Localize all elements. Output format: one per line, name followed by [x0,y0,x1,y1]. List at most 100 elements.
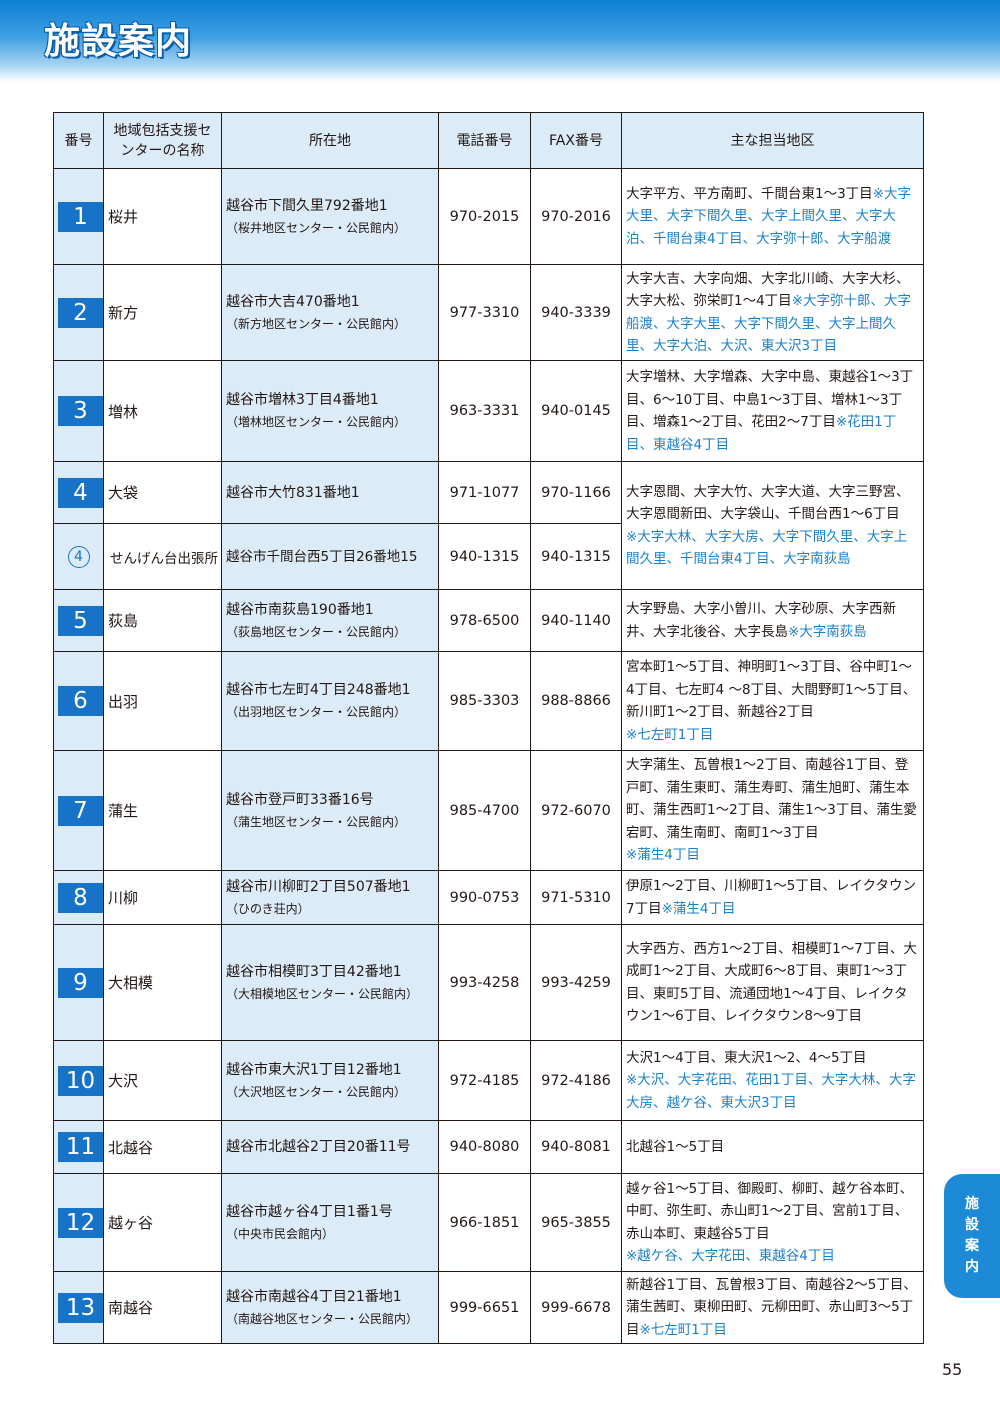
area-text: 大字恩間、大字大竹、大字大道、大字三野宮、大字恩間新田、大字袋山、千間台西1～6… [626,483,910,523]
tel-number: 970-2015 [438,168,531,265]
area-cell: 宮本町1～5丁目、神明町1～3丁目、谷中町1～4丁目、七左町4 ～8丁目、大間野… [621,651,924,751]
row-number-badge: 6 [58,686,103,716]
area-note: ※蒲生4丁目 [661,900,736,917]
header-tel: 電話番号 [438,112,531,169]
facility-location: （桜井地区センター・公民館内） [226,220,407,235]
row-number-badge: 12 [58,1207,103,1238]
fax-number: 965-3855 [530,1173,622,1272]
tel-number: 963-3331 [438,360,531,462]
address-cell: 越谷市大吉470番地1 （新方地区センター・公民館内） [221,264,439,361]
row-number-cell: 1 [53,168,104,265]
fax-number: 940-1315 [530,523,622,590]
area-text: 大字平方、平方南町、千間台東1～3丁目 [626,185,873,202]
fax-number: 970-1166 [530,461,622,524]
address: 越谷市登戸町33番16号 [226,791,374,808]
header-band [0,0,1000,82]
address: 越谷市相模町3丁目42番地1 [226,963,402,980]
area-text: 宮本町1～5丁目、神明町1～3丁目、谷中町1～4丁目、七左町4 ～8丁目、大間野… [626,659,917,720]
row-number-cell: 3 [53,360,104,462]
area-cell: 大字増林、大字増森、大字中島、東越谷1～3丁目、6～10丁目、中島1～3丁目、増… [621,360,924,462]
table-row: 1 桜井 越谷市下間久里792番地1 （桜井地区センター・公民館内） 970-20… [53,168,924,265]
tel-number: 985-4700 [438,750,531,871]
table-row: 10 大沢 越谷市東大沢1丁目12番地1 （大沢地区センター・公民館内） 972-… [53,1040,924,1121]
table-row: 13 南越谷 越谷市南越谷4丁目21番地1 （南越谷地区センター・公民館内） 99… [53,1271,924,1344]
address-cell: 越谷市東大沢1丁目12番地1 （大沢地区センター・公民館内） [221,1040,439,1121]
area-note: ※大字弥十郎、大字船渡、大字大里、大字下間久里、大字上間久里、大字大泊、大沢、東… [626,293,911,354]
fax-number: 940-1140 [530,589,622,652]
facility-location: （中央市民会館内） [226,1226,335,1241]
address-cell: 越谷市北越谷2丁目20番11号 [221,1120,439,1174]
area-text: 大字大吉、大字向畑、大字北川崎、大字大杉、大字大松、弥栄町1～4丁目 [626,270,910,310]
table-row: 4 大袋 越谷市大竹831番地1 971-1077 970-1166 大字恩間、… [53,461,924,590]
area-cell: 大字大吉、大字向畑、大字北川崎、大字大杉、大字大松、弥栄町1～4丁目※大字弥十郎… [621,264,924,361]
facility-location: （ひのき荘内） [226,901,310,916]
row-number-badge: 10 [58,1065,103,1096]
row-number-cell: 6 [53,651,104,751]
tel-number: 993-4258 [438,924,531,1041]
area-text: 大字蒲生、瓦曽根1～2丁目、南越谷1丁目、登戸町、蒲生東町、蒲生寿町、蒲生旭町、… [626,757,917,841]
facility-location: （荻島地区センター・公民館内） [226,624,407,639]
tel-number: 971-1077 [438,461,531,524]
row-number-cell: 5 [53,589,104,652]
row-number-badge: 3 [58,396,103,426]
area-text: 大沢1～4丁目、東大沢1～2、4～5丁目 [626,1049,867,1066]
tel-number: 985-3303 [438,651,531,751]
area-note: ※蒲生4丁目 [626,847,700,864]
area-text: 大字増林、大字増森、大字中島、東越谷1～3丁目、6～10丁目、中島1～3丁目、増… [626,369,914,430]
area-note: ※大字南荻島 [788,623,867,640]
table-row: 8 川柳 越谷市川柳町2丁目507番地1 （ひのき荘内） 990-0753 971… [53,870,924,925]
address-cell: 越谷市登戸町33番16号 （蒲生地区センター・公民館内） [221,750,439,871]
area-cell: 大沢1～4丁目、東大沢1～2、4～5丁目 ※大沢、大字花田、花田1丁目、大字大林、… [621,1040,924,1121]
area-text: 大字野島、大字小曽川、大字砂原、大字西新井、大字北後谷、大字長島 [626,601,896,640]
table-row: 2 新方 越谷市大吉470番地1 （新方地区センター・公民館内） 977-3310… [53,264,924,361]
row-number-cell: 10 [53,1040,104,1121]
row-number-cell: 8 [53,870,104,925]
center-name: 荻島 [103,589,222,652]
center-name: 大袋 [103,461,222,524]
table-row-branch: 4 せんげん台出張所 越谷市千間台西5丁目26番地15 940-1315 940… [53,523,924,590]
area-text: 北越谷1～5丁目 [626,1138,725,1155]
row-number-badge: 2 [58,297,103,328]
address: 越谷市南越谷4丁目21番地1 [226,1288,402,1305]
address-cell: 越谷市千間台西5丁目26番地15 [221,523,439,590]
row-number-cell: 2 [53,264,104,361]
address: 越谷市増林3丁目4番地1 [226,392,379,408]
center-name: 出羽 [103,651,222,751]
row-number-cell: 11 [53,1120,104,1174]
area-note: ※大字大林、大字大房、大字下間久里、大字上間久里、千間台東4丁目、大字南荻島 [626,528,908,568]
fax-number: 970-2016 [530,168,622,265]
row-number-badge: 8 [58,882,103,913]
area-text: 新越谷1丁目、瓦曽根3丁目、南越谷2～5丁目、蒲生茜町、東柳田町、元柳田町、赤山… [626,1276,917,1338]
side-tab-label: 施設案内 [965,1196,979,1275]
facility-location: （南越谷地区センター・公民館内） [226,1311,419,1326]
tel-number: 940-1315 [438,523,531,590]
area-cell: 伊原1～2丁目、川柳町1～5丁目、レイクタウン7丁目※蒲生4丁目 [621,870,924,925]
row-number-badge: 5 [58,605,103,636]
address: 越谷市大吉470番地1 [226,293,360,310]
area-note: ※七左町1丁目 [639,1321,727,1338]
row-number-badge: 4 [58,477,103,508]
area-cell: 大字平方、平方南町、千間台東1～3丁目※大字大里、大字下間久里、大字上間久里、大… [621,168,924,265]
area-text: 伊原1～2丁目、川柳町1～5丁目、レイクタウン7丁目 [626,878,917,917]
table-row: 5 荻島 越谷市南荻島190番地1 （荻島地区センター・公民館内） 978-650… [53,589,924,652]
side-index-tab[interactable]: 施設案内 [944,1174,1000,1298]
area-cell: 大字蒲生、瓦曽根1～2丁目、南越谷1丁目、登戸町、蒲生東町、蒲生寿町、蒲生旭町、… [621,750,924,871]
area-note: ※大字大里、大字下間久里、大字上間久里、大字大泊、千間台東4丁目、大字弥十郎、大… [626,185,911,247]
row-number-cell: 4 [53,461,104,524]
area-note: ※七左町1丁目 [626,726,714,743]
address-cell: 越谷市相模町3丁目42番地1 （大相模地区センター・公民館内） [221,924,439,1041]
header-area: 主な担当地区 [621,112,924,169]
table-row: 11 北越谷 越谷市北越谷2丁目20番11号 940-8080 940-8081… [53,1120,924,1174]
address-cell: 越谷市越ヶ谷4丁目1番1号 （中央市民会館内） [221,1173,439,1272]
fax-number: 971-5310 [530,870,622,925]
address-cell: 越谷市七左町4丁目248番地1 （出羽地区センター・公民館内） [221,651,439,751]
center-name: 川柳 [103,870,222,925]
facility-location: （大沢地区センター・公民館内） [226,1084,407,1099]
area-cell: 大字西方、西方1～2丁目、相模町1～7丁目、大成町1～2丁目、大成町6～8丁目、… [621,924,924,1041]
tel-number: 977-3310 [438,264,531,361]
facility-table: 番号 地域包括支援センターの名称 所在地 電話番号 FAX番号 主な担当地区 1… [53,112,924,1344]
row-number-cell: 4 [53,523,104,590]
row-number-badge: 13 [58,1292,103,1323]
address: 越谷市七左町4丁目248番地1 [226,682,411,698]
row-number-badge: 9 [58,967,103,998]
